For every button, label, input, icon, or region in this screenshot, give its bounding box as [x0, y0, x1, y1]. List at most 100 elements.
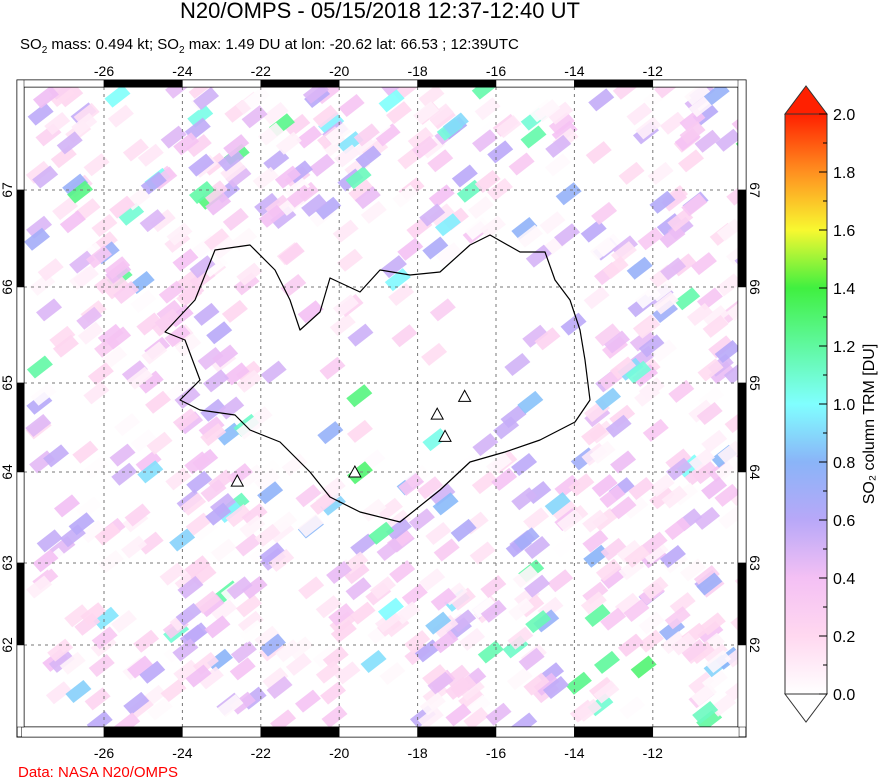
top-axis-bar	[652, 79, 740, 88]
so2-pixel	[641, 531, 668, 555]
so2-pixel	[59, 210, 86, 234]
so2-pixel	[353, 134, 380, 158]
so2-pixel	[347, 323, 374, 347]
so2-pixel	[278, 242, 305, 266]
so2-pixel	[360, 200, 387, 224]
so2-pixel	[681, 193, 708, 217]
so2-pixel	[252, 166, 279, 190]
so2-pixel	[472, 433, 499, 457]
so2-pixel	[262, 667, 289, 691]
so2-pixel	[322, 645, 349, 669]
so2-pixel	[637, 227, 664, 251]
so2-pixel	[205, 502, 232, 526]
so2-pixel	[172, 408, 199, 432]
so2-pixel	[666, 457, 693, 481]
so2-pixel	[36, 298, 63, 322]
so2-pixel	[348, 179, 375, 203]
so2-pixel	[111, 462, 138, 486]
so2-pixel	[560, 339, 587, 363]
so2-pixel	[145, 390, 172, 414]
lon-tick-label-bottom: -20	[329, 745, 349, 761]
lon-tick-label-bottom: -22	[251, 745, 271, 761]
so2-pixel	[328, 603, 355, 627]
so2-pixel	[418, 87, 445, 108]
so2-pixel	[449, 587, 476, 611]
so2-pixel	[408, 508, 435, 532]
top-axis-bar	[182, 79, 262, 88]
so2-pixel	[130, 290, 157, 314]
bottom-axis-bar	[338, 726, 418, 738]
so2-pixel	[166, 222, 193, 246]
so2-pixel	[229, 657, 256, 681]
so2-pixel	[507, 626, 534, 650]
so2-pixel	[380, 87, 401, 97]
so2-pixel	[419, 203, 446, 227]
so2-pixel	[525, 244, 552, 268]
so2-pixel	[504, 352, 531, 376]
colorbar-tick-label: 0.4	[833, 571, 855, 588]
so2-pixel	[659, 111, 686, 135]
so2-pixel	[679, 558, 706, 582]
volcano-marker	[438, 429, 452, 442]
so2-pixel	[206, 648, 233, 672]
so2-pixel	[714, 457, 738, 481]
so2-pixel	[84, 687, 111, 711]
so2-pixel	[629, 328, 656, 352]
so2-pixel	[332, 219, 359, 243]
lon-tick-label-bottom: -16	[486, 745, 506, 761]
so2-pixel	[648, 473, 675, 497]
so2-pixel	[185, 134, 212, 158]
so2-pixel	[350, 533, 377, 557]
so2-pixel	[610, 496, 637, 520]
so2-pixel	[470, 595, 497, 619]
so2-pixel	[32, 87, 59, 109]
so2-pixel	[427, 149, 454, 173]
so2-pixel	[201, 254, 228, 278]
so2-pixel	[127, 655, 154, 679]
colorbar-tick-label: 1.4	[833, 281, 855, 298]
so2-pixel	[588, 88, 615, 112]
so2-pixel	[693, 565, 720, 589]
data-credit: Data: NASA N20/OMPS	[18, 764, 179, 781]
so2-pixel	[136, 312, 163, 336]
so2-pixel	[295, 484, 322, 508]
so2-pixel	[508, 597, 535, 621]
so2-pixel	[254, 523, 281, 547]
so2-pixel	[164, 324, 191, 348]
so2-pixel	[556, 509, 583, 533]
so2-pixel	[582, 529, 609, 553]
so2-pixel	[141, 341, 168, 365]
lon-tick-label-bottom: -12	[643, 745, 663, 761]
so2-pixel	[665, 448, 692, 472]
so2-pixel	[315, 196, 342, 220]
bottom-axis-bar	[495, 726, 575, 738]
so2-pixel	[297, 300, 324, 324]
right-axis-bar	[737, 471, 747, 564]
so2-pixel	[599, 484, 626, 508]
top-axis-bar	[260, 79, 340, 88]
so2-pixel	[625, 360, 652, 384]
so2-pixel	[681, 638, 708, 662]
so2-pixel	[477, 640, 504, 664]
so2-pixel	[368, 521, 395, 545]
so2-pixel	[642, 541, 669, 565]
so2-pixel	[731, 118, 738, 132]
so2-pixel	[280, 273, 307, 297]
colorbar-tick-label: 1.2	[833, 339, 855, 356]
so2-pixel	[432, 492, 459, 516]
so2-pixel	[349, 601, 376, 625]
left-axis-bar	[16, 471, 25, 564]
so2-pixel	[589, 440, 616, 464]
so2-pixel	[651, 339, 678, 363]
so2-pixel	[203, 228, 230, 252]
so2-pixel	[325, 122, 352, 146]
so2-pixel	[730, 616, 738, 632]
so2-pixel	[547, 101, 574, 125]
so2-pixel	[137, 143, 164, 167]
so2-pixel	[212, 344, 239, 368]
so2-pixel	[542, 675, 569, 699]
so2-pixel	[65, 680, 92, 704]
so2-pixel	[49, 87, 76, 108]
so2-pixel	[369, 576, 396, 600]
so2-pixel	[172, 248, 199, 272]
